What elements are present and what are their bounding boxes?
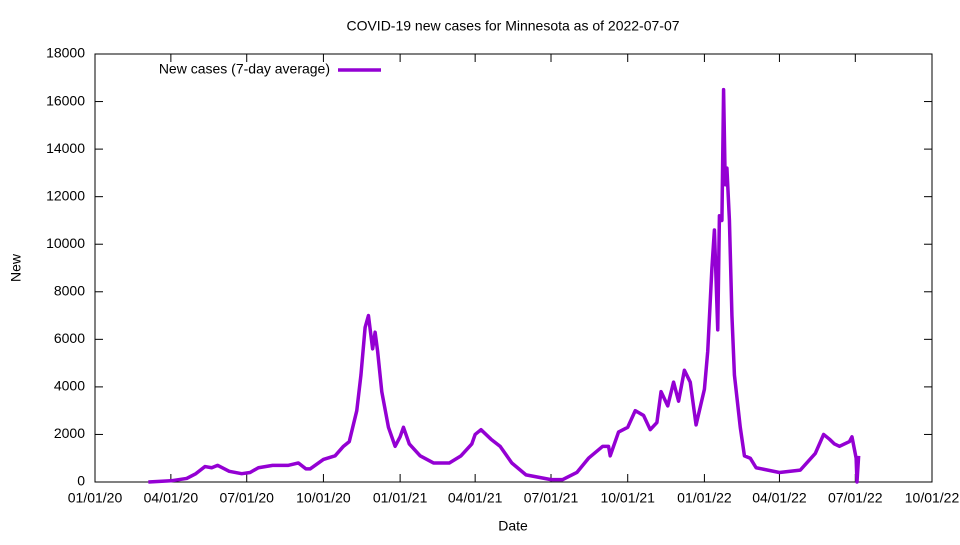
x-tick-label: 07/01/22 <box>828 490 883 506</box>
y-tick-label: 12000 <box>46 187 85 203</box>
x-tick-label: 01/01/20 <box>68 490 123 506</box>
x-tick-label: 10/01/22 <box>905 490 960 506</box>
data-line <box>148 87 861 484</box>
y-tick-label: 4000 <box>54 378 85 394</box>
x-tick-label: 10/01/21 <box>600 490 655 506</box>
y-tick-label: 2000 <box>54 425 85 441</box>
x-tick-label: 04/01/21 <box>448 490 503 506</box>
x-tick-label: 04/01/20 <box>144 490 199 506</box>
legend-label: New cases (7-day average) <box>159 61 330 77</box>
x-axis-label: Date <box>498 518 528 534</box>
y-tick-label: 16000 <box>46 92 85 108</box>
x-tick-label: 07/01/21 <box>524 490 579 506</box>
x-tick-label: 07/01/20 <box>219 490 274 506</box>
x-tick-label: 10/01/20 <box>296 490 351 506</box>
x-tick-label: 01/01/22 <box>677 490 732 506</box>
y-tick-label: 0 <box>77 473 85 489</box>
chart-title: COVID-19 new cases for Minnesota as of 2… <box>346 18 679 34</box>
y-tick-label: 10000 <box>46 235 85 251</box>
y-tick-label: 8000 <box>54 282 85 298</box>
x-tick-label: 04/01/22 <box>752 490 807 506</box>
x-tick-label: 01/01/21 <box>373 490 428 506</box>
y-tick-label: 14000 <box>46 140 85 156</box>
y-tick-label: 18000 <box>46 45 85 61</box>
y-axis-label: New <box>8 253 24 282</box>
plot-border <box>94 53 933 483</box>
y-tick-label: 6000 <box>54 330 85 346</box>
